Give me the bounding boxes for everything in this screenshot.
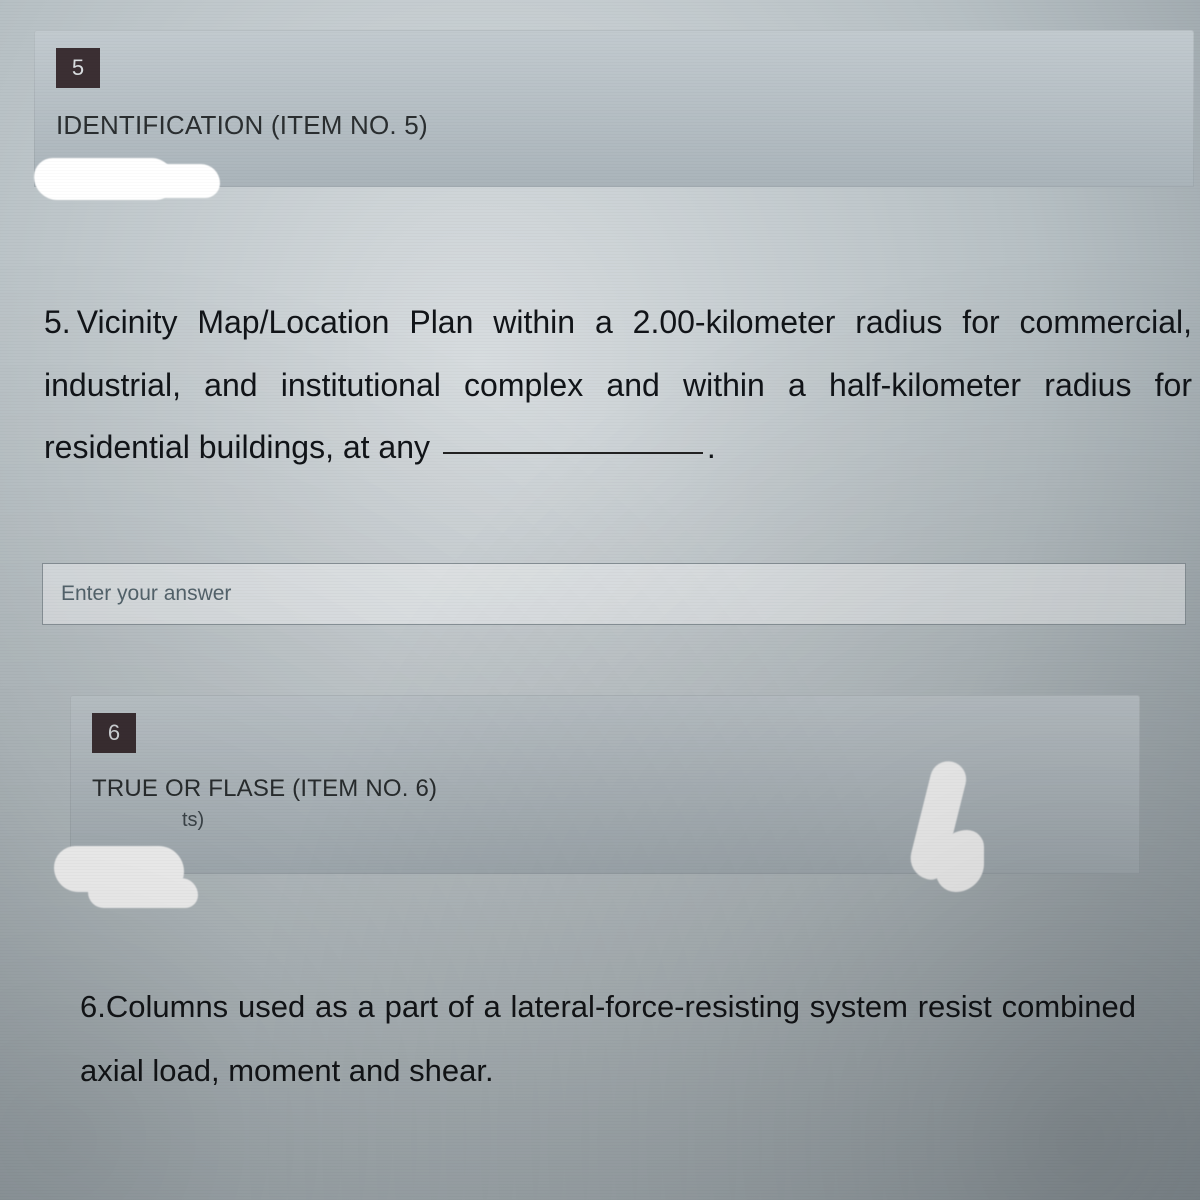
- question-6-num-prefix: 6.: [80, 989, 106, 1024]
- answer-5-input[interactable]: [42, 563, 1186, 625]
- section-5-header: 5 IDENTIFICATION (ITEM NO. 5): [34, 30, 1194, 187]
- quiz-page: 5 IDENTIFICATION (ITEM NO. 5) 5.Vicinity…: [0, 0, 1200, 1200]
- redaction-mark: [150, 164, 220, 198]
- fill-in-blank-line: [443, 452, 703, 454]
- question-5-text: 5.Vicinity Map/Location Plan within a 2.…: [44, 291, 1192, 479]
- redaction-mark: [88, 878, 198, 908]
- question-6-block: 6.Columns used as a part of a lateral-fo…: [70, 888, 1140, 1143]
- section-5-title: IDENTIFICATION (ITEM NO. 5): [56, 110, 1172, 141]
- question-5-num-prefix: 5.: [44, 304, 71, 340]
- section-6: 6 TRUE OR FLASE (ITEM NO. 6) ts) 6.Colum…: [70, 695, 1140, 1143]
- question-5-block: 5.Vicinity Map/Location Plan within a 2.…: [34, 201, 1194, 541]
- question-5-suffix: .: [707, 429, 716, 465]
- question-number-5-box: 5: [56, 48, 100, 88]
- question-6-text: 6.Columns used as a part of a lateral-fo…: [80, 975, 1136, 1102]
- section-6-points-fragment: ts): [182, 809, 1118, 832]
- question-5-body: Vicinity Map/Location Plan within a 2.00…: [44, 304, 1192, 465]
- answer-5-wrap: [42, 563, 1186, 625]
- question-number-6-box: 6: [92, 713, 136, 753]
- question-6-body: Columns used as a part of a lateral-forc…: [80, 989, 1136, 1088]
